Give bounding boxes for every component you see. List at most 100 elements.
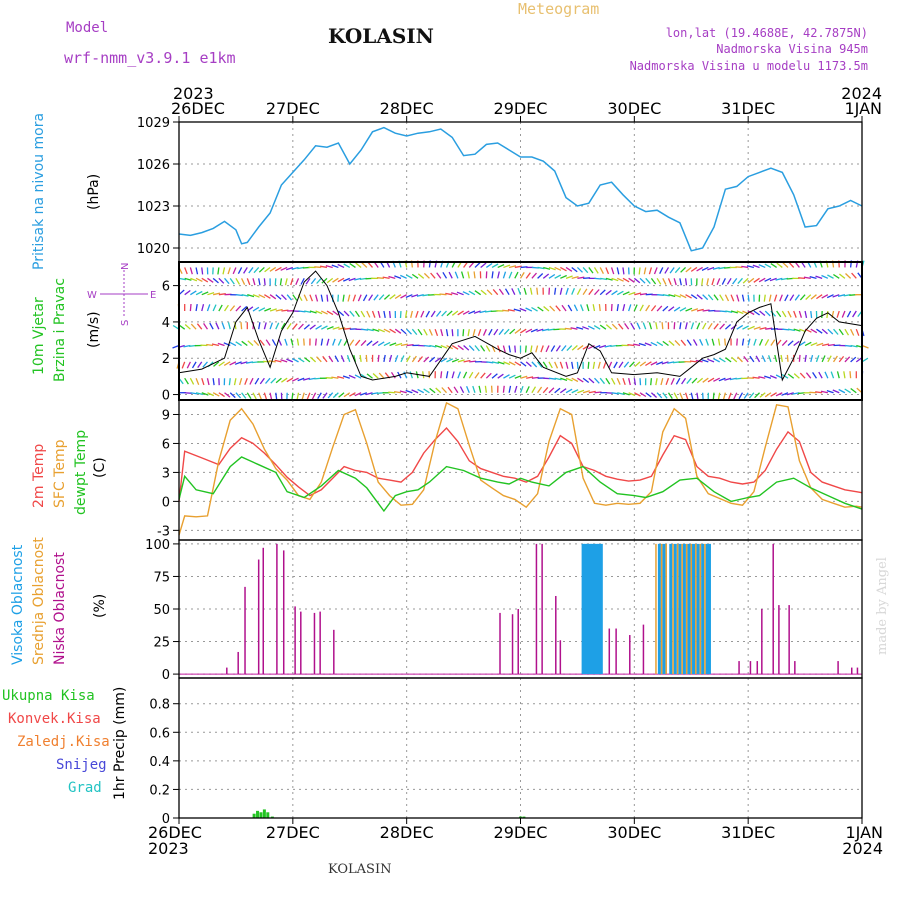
wind-barb bbox=[713, 294, 719, 301]
wind-barb bbox=[642, 322, 647, 330]
wind-barb bbox=[462, 310, 470, 315]
wind-barb bbox=[456, 291, 464, 296]
wind-barb bbox=[493, 328, 499, 336]
wind-barb bbox=[320, 325, 328, 330]
wind-barb bbox=[415, 310, 419, 318]
wind-barb bbox=[754, 392, 761, 399]
wind-barb bbox=[229, 361, 237, 366]
wind-barb bbox=[406, 328, 412, 335]
wind-barb bbox=[346, 354, 351, 363]
temp-line-2 bbox=[178, 456, 863, 513]
wind-barb bbox=[430, 310, 436, 318]
wind-barb bbox=[479, 310, 487, 314]
precip-bar bbox=[519, 816, 522, 818]
wind-barb bbox=[798, 277, 806, 279]
wind-barb bbox=[821, 328, 828, 335]
wind-barb bbox=[685, 294, 692, 299]
wind-barb bbox=[326, 310, 334, 316]
wind-barb bbox=[343, 327, 352, 330]
wind-barb bbox=[343, 392, 351, 398]
wind-barb bbox=[201, 267, 204, 275]
wind-barb bbox=[201, 392, 209, 396]
wind-barb bbox=[794, 294, 800, 301]
wind-barb bbox=[548, 387, 555, 394]
wind-barb bbox=[611, 277, 619, 282]
wind-barb bbox=[241, 278, 246, 285]
wind-barb bbox=[689, 360, 698, 363]
wind-barb bbox=[286, 294, 293, 301]
wind-barb bbox=[616, 304, 619, 312]
wind-barb bbox=[582, 377, 590, 384]
wind-barb bbox=[212, 392, 220, 397]
wind-barb bbox=[827, 274, 834, 279]
wind-barb bbox=[337, 277, 345, 283]
wind-barb bbox=[440, 371, 443, 379]
wind-barb bbox=[531, 361, 538, 368]
wind-barb bbox=[509, 328, 516, 335]
y-tick-label: -3 bbox=[157, 524, 170, 539]
wind-barb bbox=[566, 345, 573, 352]
wind-barb bbox=[237, 267, 243, 274]
wind-barb bbox=[690, 392, 694, 400]
wind-barb bbox=[525, 328, 533, 333]
wind-barb bbox=[349, 392, 356, 397]
wind-barb bbox=[423, 344, 431, 348]
wind-barb bbox=[685, 307, 693, 312]
wind-barb bbox=[417, 356, 424, 363]
wind-barb bbox=[799, 294, 806, 301]
wind-barb bbox=[537, 361, 543, 368]
wind-barb bbox=[736, 294, 740, 302]
wind-barb bbox=[576, 326, 584, 330]
wind-barb bbox=[195, 377, 200, 385]
wind-barb bbox=[758, 264, 766, 269]
compass-w: W bbox=[87, 290, 97, 301]
y-tick-label: 0.2 bbox=[149, 783, 170, 798]
wind-barb bbox=[252, 278, 256, 286]
wind-barb bbox=[315, 324, 322, 330]
wind-barb bbox=[275, 308, 283, 312]
wind-barb bbox=[851, 272, 857, 279]
wind-barb bbox=[554, 387, 561, 394]
wind-barb bbox=[718, 377, 726, 382]
x-top-date-label: 26DEC bbox=[171, 99, 225, 118]
wind-barb bbox=[636, 322, 641, 330]
y-tick-label: 6 bbox=[162, 437, 170, 452]
wind-barb bbox=[507, 309, 515, 312]
wind-barb bbox=[610, 267, 615, 275]
wind-barb bbox=[303, 377, 311, 381]
wind-barb bbox=[616, 277, 624, 282]
wind-barb bbox=[554, 361, 559, 369]
wind-barb bbox=[416, 294, 424, 297]
wind-barb bbox=[719, 357, 726, 363]
wind-barb bbox=[722, 392, 727, 400]
wind-barb bbox=[786, 354, 789, 362]
wind-barb bbox=[305, 277, 311, 285]
wind-barb bbox=[488, 328, 493, 336]
wind-barb bbox=[679, 307, 687, 312]
wind-barb bbox=[549, 305, 556, 312]
wind-barb bbox=[536, 328, 544, 332]
wind-barb bbox=[571, 275, 579, 279]
wind-barb bbox=[721, 278, 726, 285]
wind-barb bbox=[550, 345, 556, 352]
wind-barb bbox=[259, 377, 265, 385]
wind-barb bbox=[752, 376, 760, 379]
wind-barb bbox=[816, 294, 823, 300]
wind-barb bbox=[497, 271, 500, 279]
wind-barb bbox=[411, 294, 419, 298]
wind-barb bbox=[338, 327, 346, 330]
wind-barb bbox=[241, 294, 249, 297]
wind-barb-field bbox=[172, 260, 869, 400]
wind-barb bbox=[699, 338, 704, 346]
wind-barb bbox=[749, 355, 755, 363]
wind-barb bbox=[759, 392, 766, 398]
wind-barb bbox=[218, 392, 225, 398]
wind-barb bbox=[228, 378, 231, 386]
ylabel-mid-cloud: Srednja Oblacnost bbox=[31, 537, 47, 665]
wind-barb bbox=[798, 310, 803, 318]
wind-barb bbox=[406, 344, 414, 347]
wind-barb bbox=[234, 361, 242, 365]
wind-barb bbox=[280, 359, 288, 363]
wind-barb bbox=[406, 355, 411, 363]
wind-barb bbox=[328, 355, 334, 363]
